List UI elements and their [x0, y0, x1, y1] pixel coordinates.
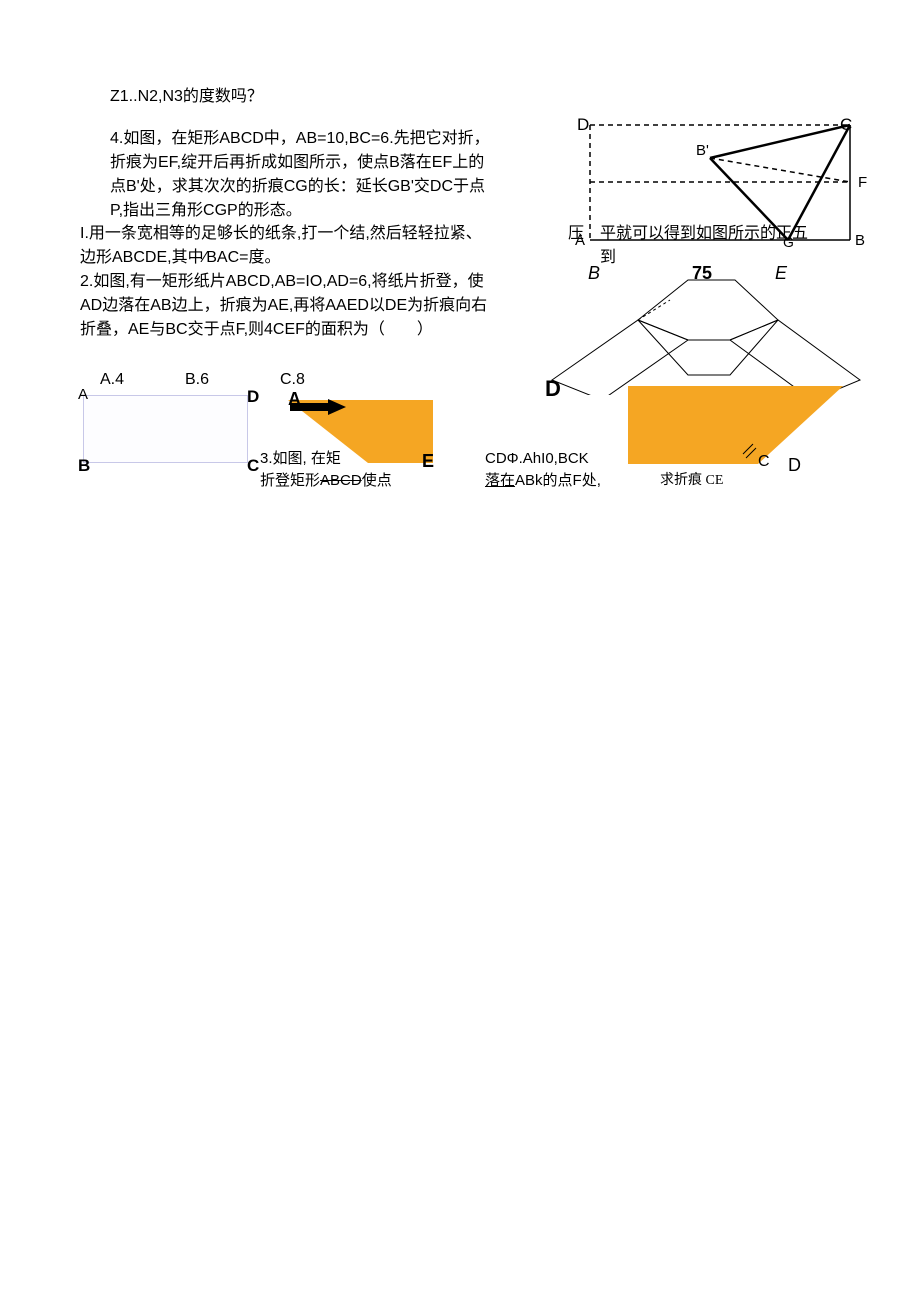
choice-a: A.4 [100, 368, 124, 392]
problem-3-part4: 落在ABk的点F处, [485, 470, 601, 493]
label-C-fig3: C [247, 453, 259, 479]
problem-4-line1: 4.如图，在矩形ABCD中，AB=10,BC=6.先把它对折， [110, 127, 490, 151]
label-C-fig5: C [758, 450, 770, 474]
label-D-fig5: D [788, 452, 801, 479]
label-F: F [858, 172, 867, 195]
problem-3-part1: 3.如图, 在矩 [260, 448, 341, 471]
label-A-fig1: A [575, 230, 585, 253]
figure-fold-rectangle [560, 110, 870, 255]
problem-4-line2: 折痕为EF,绽开后再折成如图所示，使点B落在EF上的 [110, 151, 484, 175]
problem-2-line3: 折叠，AE与BC交于点F,则4CEF的面积为（ ） [80, 318, 433, 342]
problem-3-part3: 折登矩形ABCD使点 [260, 470, 392, 493]
label-B-fig2: B [588, 260, 600, 287]
label-Bprime: B' [696, 140, 709, 163]
problem-3-part2: CDΦ.AhI0,BCK [485, 448, 589, 471]
label-G: G [783, 232, 794, 253]
label-E-fig4: E [422, 448, 434, 475]
label-B-fig3: B [78, 453, 90, 479]
label-D-fig3: D [247, 384, 259, 410]
label-A-fig4: A [288, 386, 301, 413]
label-75: 75 [692, 260, 712, 287]
label-D: D [577, 112, 589, 138]
problem-3-part5: 求折痕 CE [660, 470, 723, 491]
problem-2-line2: AD边落在AB边上，折痕为AE,再将AAED以DE为折痕向右 [80, 294, 487, 318]
label-E-fig2: E [775, 260, 787, 287]
problem-4-line4: P,指出三角形CGP的形态。 [110, 199, 302, 223]
label-C: C [840, 112, 852, 138]
problem-2-line1: 2.如图,有一矩形纸片ABCD,AB=IO,AD=6,将纸片折登，使 [80, 270, 484, 294]
problem-1-line2: 边形ABCDE,其中∕BAC=度。 [80, 246, 281, 270]
label-B-fig1: B [855, 230, 865, 253]
figure-orange-triangle-2 [628, 386, 858, 468]
problem-1-line1: I.用一条宽相等的足够长的纸条,打一个结,然后轻轻拉紧、 [80, 222, 482, 246]
label-A-fig3: A [78, 384, 88, 407]
figure-rectangle-abcd [83, 395, 248, 463]
label-D-fig2: D [545, 372, 561, 405]
choice-b: B.6 [185, 368, 209, 392]
text-line: Z1..N2,N3的度数吗？ [110, 85, 263, 109]
problem-4-line3: 点B'处，求其次次的折痕CG的长：延长GB'交DC于点 [110, 175, 485, 199]
